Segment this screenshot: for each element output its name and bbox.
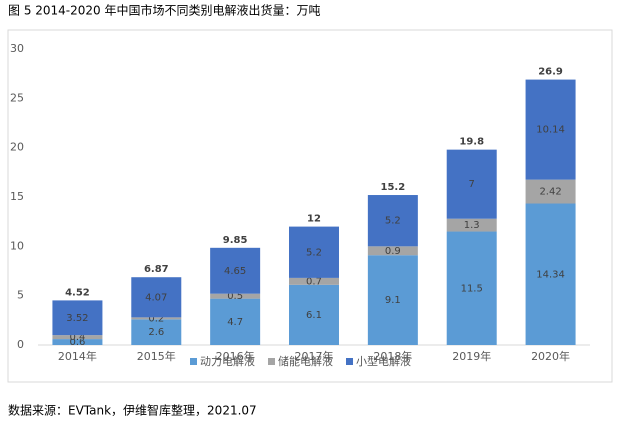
total-label: 6.87 xyxy=(144,264,169,275)
bar-segment xyxy=(210,247,261,294)
data-label: 10.14 xyxy=(536,125,565,136)
data-label: 1.3 xyxy=(464,220,480,231)
data-label: 11.5 xyxy=(461,283,483,294)
data-label: 2.6 xyxy=(148,327,164,338)
bar-segment xyxy=(289,226,339,278)
legend-swatch xyxy=(268,358,275,365)
y-tick-label: 20 xyxy=(10,141,24,154)
bar-segment xyxy=(210,293,261,299)
data-label: 0.4 xyxy=(69,332,85,343)
y-tick-label: 0 xyxy=(17,338,24,351)
x-tick-label: 2019年 xyxy=(452,349,491,363)
data-label: 0.9 xyxy=(385,246,401,257)
data-label: 14.34 xyxy=(536,269,565,280)
x-tick-label: 2016年 xyxy=(216,349,255,363)
chart-title: 图 5 2014-2020 年中国市场不同类别电解液出货量：万吨 xyxy=(8,3,321,18)
data-label: 0.7 xyxy=(306,276,322,287)
y-tick-label: 25 xyxy=(10,91,24,104)
legend-label: 小型电解液 xyxy=(356,354,411,368)
x-tick-label: 2020年 xyxy=(531,349,570,363)
data-label: 4.07 xyxy=(145,292,167,303)
legend-label: 动力电解液 xyxy=(200,354,255,368)
bar-segment xyxy=(525,79,576,180)
bar-segment xyxy=(446,218,497,232)
y-tick-label: 10 xyxy=(10,239,24,252)
bar-segment xyxy=(52,339,103,345)
bar-segment xyxy=(131,277,182,318)
total-label: 15.2 xyxy=(381,182,406,193)
data-label: 2.42 xyxy=(539,187,561,198)
bar-segment xyxy=(131,317,182,320)
total-label: 9.85 xyxy=(223,235,248,246)
bar-segment xyxy=(367,255,418,345)
data-label: 0.6 xyxy=(69,337,85,348)
bar-segment xyxy=(367,195,418,247)
bar-segment xyxy=(525,203,576,345)
bar-segment xyxy=(446,149,497,219)
y-tick-label: 5 xyxy=(17,289,24,302)
y-tick-label: 15 xyxy=(10,190,24,203)
y-tick-label: 30 xyxy=(10,42,24,55)
x-tick-label: 2017年 xyxy=(295,349,334,363)
data-label: 7 xyxy=(469,179,475,190)
legend-label: 储能电解液 xyxy=(278,354,333,368)
data-label: 9.1 xyxy=(385,295,401,306)
data-label: 4.7 xyxy=(227,317,243,328)
bar-segment xyxy=(525,179,576,204)
total-label: 12 xyxy=(307,214,321,225)
total-label: 19.8 xyxy=(459,137,484,148)
x-tick-label: 2014年 xyxy=(58,349,97,363)
total-label: 26.9 xyxy=(538,67,563,78)
bar-segment xyxy=(210,298,261,345)
legend-swatch xyxy=(346,358,353,365)
data-label: 6.1 xyxy=(306,310,322,321)
data-label: 0.5 xyxy=(227,291,243,302)
bar-segment xyxy=(52,335,103,340)
source-note: 数据来源：EVTank，伊维智库整理，2021.07 xyxy=(8,403,257,418)
data-label: 4.65 xyxy=(224,266,246,277)
bar-segment xyxy=(446,231,497,345)
bar-segment xyxy=(289,284,339,345)
data-label: 5.2 xyxy=(385,216,401,227)
total-label: 4.52 xyxy=(65,287,90,298)
chart-frame xyxy=(7,29,613,383)
data-label: 5.2 xyxy=(306,247,322,258)
bar-segment xyxy=(289,277,339,285)
bar-segment xyxy=(367,246,418,256)
data-label: 3.52 xyxy=(66,313,88,324)
x-tick-label: 2015年 xyxy=(137,349,176,363)
bar-segment xyxy=(131,319,182,345)
legend-swatch xyxy=(190,358,197,365)
bar-segment xyxy=(52,300,103,336)
data-label: 0.2 xyxy=(148,313,164,324)
x-tick-label: 2018年 xyxy=(373,349,412,363)
